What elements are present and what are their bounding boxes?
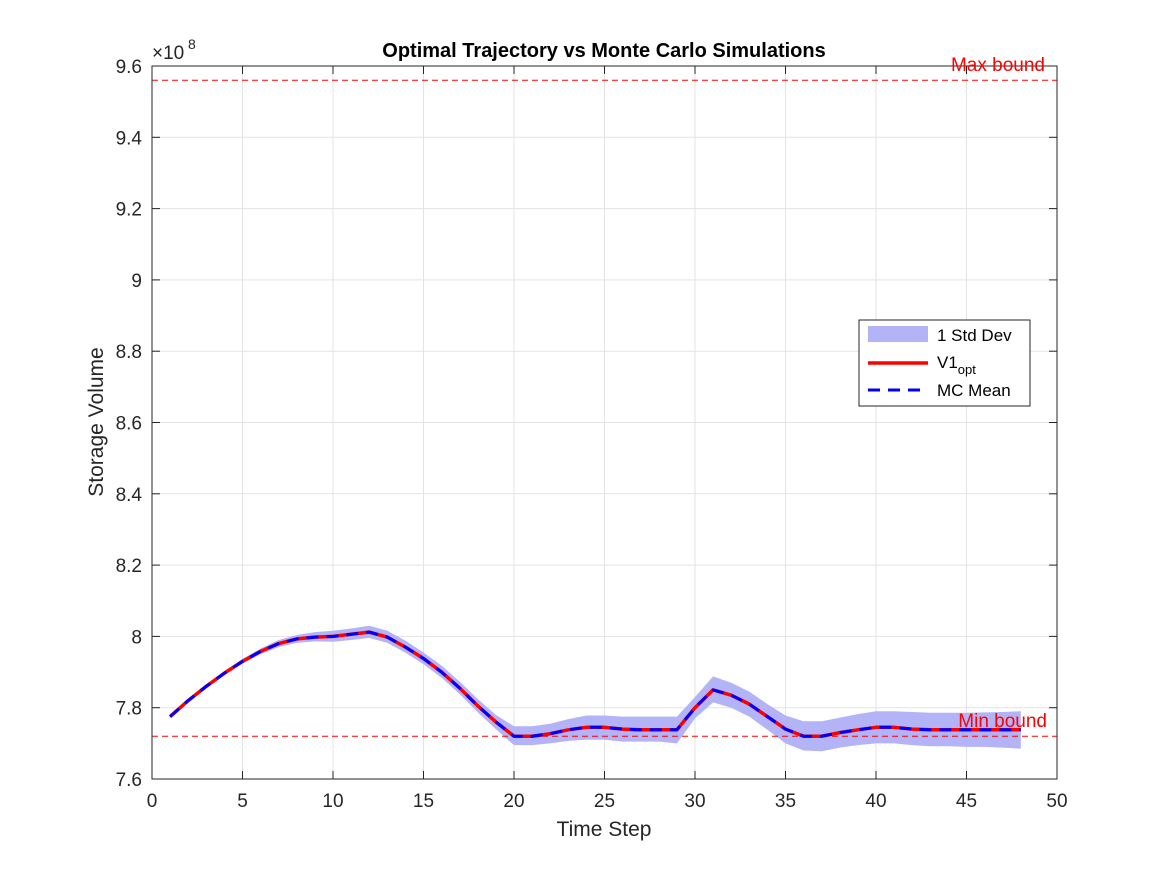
legend-swatch-band bbox=[868, 326, 928, 342]
y-tick-label: 9 bbox=[131, 271, 142, 292]
x-tick-label: 35 bbox=[775, 791, 796, 812]
series-line-mc-mean bbox=[169, 630, 1021, 738]
reference-lines bbox=[152, 79, 1057, 737]
y-tick-label: 9.4 bbox=[116, 128, 143, 149]
x-axis-label: Time Step bbox=[557, 818, 652, 841]
grid bbox=[152, 66, 1057, 779]
x-tick-label: 30 bbox=[684, 791, 705, 812]
min-bound-label: Min bound bbox=[958, 711, 1047, 732]
legend-label-band: 1 Std Dev bbox=[937, 326, 1012, 345]
y-tick-label: 8 bbox=[131, 627, 142, 648]
max-bound-label: Max bound bbox=[951, 55, 1045, 76]
y-tick-label: 8.6 bbox=[116, 414, 142, 435]
y-exponent-power: 8 bbox=[188, 36, 196, 52]
x-tick-label: 25 bbox=[594, 791, 615, 812]
legend: 1 Std Dev V1opt MC Mean bbox=[858, 319, 1031, 407]
x-tick-label: 45 bbox=[956, 791, 977, 812]
y-exponent-label: ×10 8 bbox=[152, 36, 196, 64]
y-axis-label: Storage Volume bbox=[85, 347, 108, 496]
x-tick-label: 0 bbox=[147, 791, 158, 812]
x-tick-label: 15 bbox=[413, 791, 434, 812]
y-tick-label: 8.4 bbox=[116, 485, 143, 506]
legend-label-v1opt-main: V1 bbox=[937, 353, 958, 372]
y-tick-label: 7.8 bbox=[116, 699, 142, 720]
y-tick-label: 8.2 bbox=[116, 556, 142, 577]
y-tick-label: 9.2 bbox=[116, 200, 142, 221]
y-tick-label: 9.6 bbox=[116, 57, 142, 78]
ticks: 0 5 10 15 20 25 30 35 40 45 50 7.6 7.8 8 8.2 8.4 8.6 8.8 9… bbox=[116, 57, 1068, 812]
x-tick-label: 50 bbox=[1046, 791, 1067, 812]
chart-title: Optimal Trajectory vs Monte Carlo Simula… bbox=[382, 40, 825, 62]
y-exponent-base: ×10 bbox=[152, 43, 184, 64]
legend-label-v1opt-subscript: opt bbox=[958, 362, 976, 377]
y-tick-label: 7.6 bbox=[116, 770, 142, 791]
y-tick-label: 8.8 bbox=[116, 342, 142, 363]
x-tick-label: 10 bbox=[322, 791, 343, 812]
series-layer bbox=[168, 630, 1021, 738]
x-tick-label: 5 bbox=[237, 791, 248, 812]
legend-label-v1opt: V1opt bbox=[937, 353, 976, 377]
x-tick-label: 40 bbox=[865, 791, 886, 812]
x-tick-label: 20 bbox=[503, 791, 524, 812]
legend-label-mc-mean: MC Mean bbox=[937, 381, 1011, 400]
